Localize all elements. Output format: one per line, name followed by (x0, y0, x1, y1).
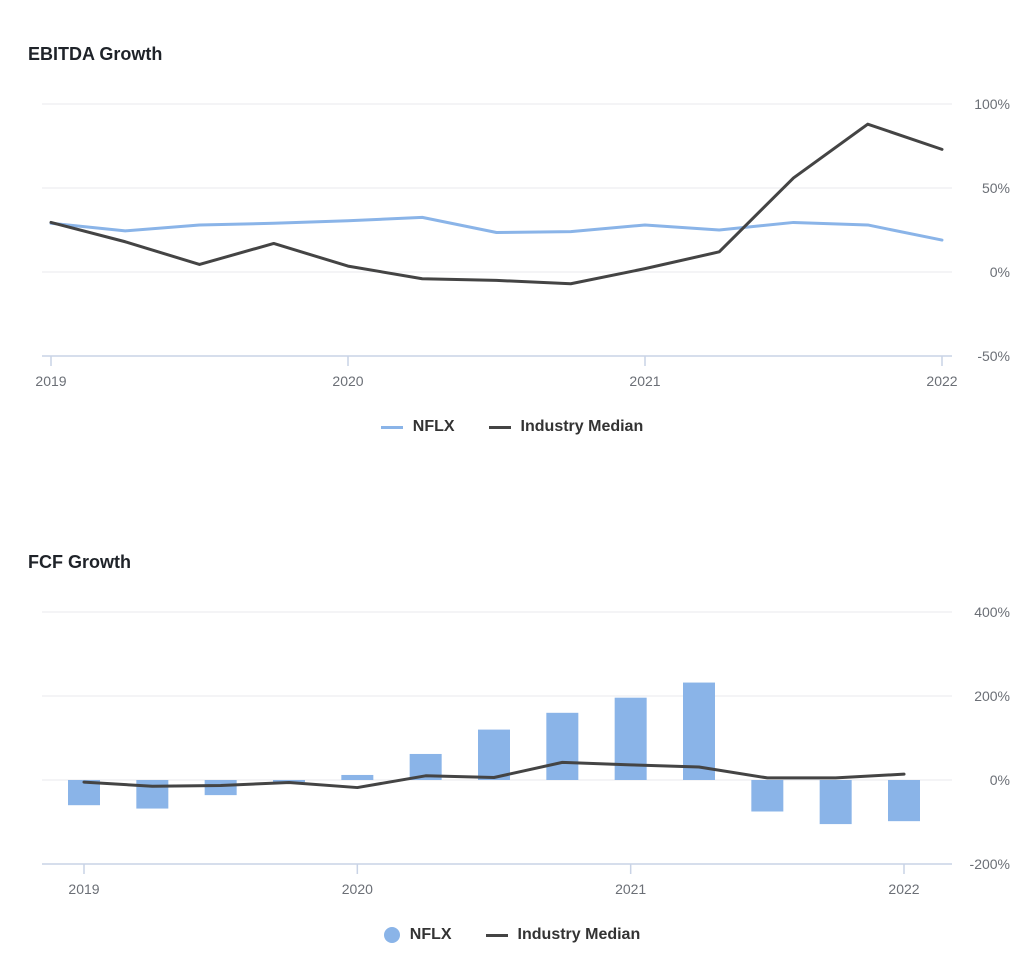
industry-median-line (49, 122, 944, 286)
legend-item-industry-median[interactable]: Industry Median (485, 926, 641, 944)
legend-label: Industry Median (517, 926, 641, 943)
fcf-legend: NFLX Industry Median (0, 926, 1024, 944)
bar-nflx (341, 774, 374, 780)
industry-median-line-swatch (485, 933, 508, 937)
nflx-line-swatch (380, 425, 403, 429)
x-tick-label: 2022 (888, 881, 919, 897)
ebitda-legend: NFLX Industry Median (0, 418, 1024, 436)
bar-nflx (478, 729, 510, 780)
fcf-growth-chart: 400% 200% 0% -200% 2019 2020 2021 2022 (42, 604, 1010, 897)
y-tick-label: 50% (982, 180, 1010, 196)
x-tick-label: 2021 (615, 881, 646, 897)
x-tick-label: 2020 (332, 373, 363, 389)
legend-item-nflx[interactable]: NFLX (383, 926, 452, 944)
x-tick-label: 2020 (342, 881, 373, 897)
y-tick-label: 100% (974, 96, 1010, 112)
bar-nflx (819, 780, 852, 825)
x-tick-label: 2019 (68, 881, 99, 897)
ebitda-growth-chart: 100% 50% 0% -50% 2019 2020 2021 2022 (35, 96, 1010, 389)
y-tick-label: 0% (990, 264, 1010, 280)
y-tick-label: 200% (974, 688, 1010, 704)
x-tick-label: 2019 (35, 373, 66, 389)
nflx-line (49, 215, 944, 242)
x-tick-label: 2022 (926, 373, 957, 389)
bar-nflx (751, 780, 784, 812)
legend-item-nflx[interactable]: NFLX (380, 418, 455, 436)
bar-nflx (888, 780, 920, 822)
chart-title: FCF Growth (28, 552, 131, 572)
bar-nflx (683, 682, 715, 780)
y-tick-label: -200% (970, 856, 1010, 872)
bar-nflx (614, 697, 647, 780)
legend-item-industry-median[interactable]: Industry Median (488, 418, 644, 436)
y-tick-label: 400% (974, 604, 1010, 620)
legend-label: NFLX (409, 926, 452, 943)
y-tick-label: 0% (990, 772, 1010, 788)
legend-label: NFLX (412, 418, 455, 435)
legend-label: Industry Median (520, 418, 644, 435)
bar-nflx (546, 712, 579, 780)
industry-median-line (82, 760, 906, 790)
chart-title: EBITDA Growth (28, 44, 163, 64)
nflx-dot-swatch (383, 927, 400, 943)
industry-median-line-swatch (488, 425, 511, 429)
bar-nflx (204, 780, 237, 796)
y-tick-label: -50% (977, 348, 1010, 364)
x-tick-label: 2021 (629, 373, 660, 389)
